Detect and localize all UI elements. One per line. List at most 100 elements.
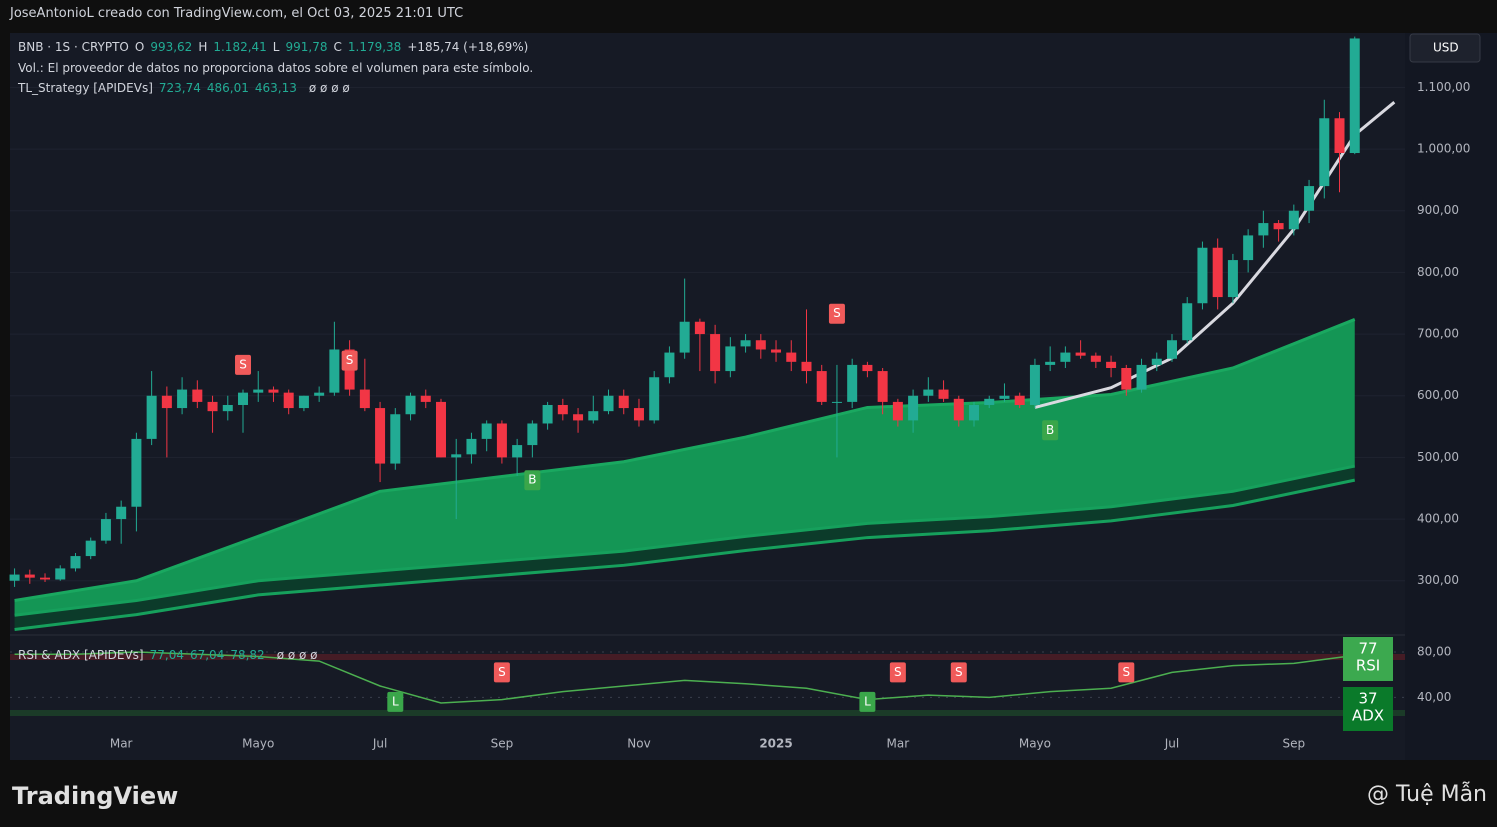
candle-body [1075, 352, 1086, 356]
candle-body [131, 438, 142, 507]
rsi-title: RSI & ADX [APIDEVs] [18, 648, 144, 662]
candle-body [1121, 367, 1132, 390]
candle-body [1212, 247, 1223, 298]
band [14, 466, 1355, 630]
x-tick-label: Jul [1164, 737, 1179, 751]
candle-body [222, 404, 233, 412]
signal [950, 662, 967, 683]
badge-label: ADX [1352, 707, 1384, 725]
indicator-legend: TL_Strategy [APIDEVs] 723,74 486,01 463,13 ø… [18, 81, 356, 95]
x-tick-label: Mar [110, 737, 133, 751]
candle-body [542, 404, 553, 424]
candle-body [1227, 260, 1238, 298]
signal [859, 691, 876, 712]
signal-label: B [1046, 423, 1054, 437]
candle-body [314, 392, 325, 396]
candle-body [847, 364, 858, 402]
candle-body [146, 395, 157, 439]
candle-body [207, 401, 218, 412]
legend-value: O [134, 40, 145, 54]
candle-body [1106, 361, 1117, 368]
candle-body [984, 398, 995, 405]
candle-body [892, 401, 903, 421]
legend-value: 78,82 [230, 648, 265, 662]
candle-body [9, 574, 20, 581]
candle-body [283, 392, 294, 409]
candle-body [908, 395, 919, 421]
candle-body [740, 340, 751, 347]
signal [889, 662, 906, 683]
credit: @ Tuệ Mẫn [1367, 782, 1487, 807]
candle-body [435, 401, 446, 458]
signal [235, 354, 252, 375]
candle-body [466, 438, 477, 455]
volume-note: Vol.: El proveedor de datos no proporcio… [18, 61, 534, 75]
signal [828, 303, 845, 324]
candle-body [1319, 118, 1330, 187]
currency: USD [1433, 41, 1459, 55]
candle-body [831, 401, 842, 403]
legend-value: 991,78 [285, 40, 328, 54]
signal [341, 350, 358, 371]
y-tick-label: 300,00 [1417, 573, 1459, 587]
axis-bg [1405, 33, 1497, 760]
candle-body [1151, 358, 1162, 365]
signal-label: B [528, 473, 536, 487]
band-line [14, 318, 1356, 602]
candle-body [1273, 223, 1284, 230]
ohlc-legend: BNB · 1S · CRYPTO O 993,62 H 1.182,41 L 991,78… [18, 40, 540, 54]
candle-body [679, 321, 690, 353]
candle-body [801, 361, 812, 372]
candle-body [877, 371, 888, 402]
candle-body [100, 519, 111, 541]
candle-body [755, 340, 766, 350]
legend-value: L [272, 40, 280, 54]
x-tick-label: Sep [1283, 737, 1306, 751]
signal-label: S [833, 306, 841, 320]
candle-body [161, 395, 172, 409]
legend-value: 1.179,38 [347, 40, 402, 54]
candle-body [1182, 303, 1193, 341]
badge [1343, 637, 1393, 681]
signal-label: L [864, 694, 871, 708]
candle-body [390, 414, 401, 464]
candle-body [786, 352, 797, 362]
candle-body [70, 556, 81, 569]
candle-body [481, 423, 492, 439]
candle-body [1288, 210, 1299, 230]
candle-body [1349, 38, 1360, 154]
candle-body [1304, 186, 1315, 211]
candle-body [862, 364, 873, 372]
candle-body [298, 395, 309, 409]
y-tick-label: 40,00 [1417, 690, 1451, 704]
legend-value: +185,74 (+18,69%) [407, 40, 529, 54]
x-tick-label: Mayo [1019, 737, 1051, 751]
candle-body [923, 389, 934, 396]
candle-body [999, 395, 1010, 399]
y-tick-label: 1.100,00 [1417, 80, 1470, 94]
candle-body [1014, 395, 1025, 405]
candle-body [664, 352, 675, 378]
indicator: TL_Strategy [APIDEVs] [18, 81, 153, 95]
candle-body [710, 334, 721, 372]
legend-value: 67,04 [189, 648, 225, 662]
ob-zone [10, 654, 1405, 660]
legend-value: H [198, 40, 208, 54]
x-tick-label: Nov [627, 737, 650, 751]
y-tick-label: 700,00 [1417, 327, 1459, 341]
candle-body [1166, 340, 1177, 359]
legend-value: 463,13 [254, 81, 297, 95]
y-tick-label: 80,00 [1417, 645, 1451, 659]
signal [1042, 420, 1059, 441]
symbol: BNB · 1S · CRYPTO [18, 40, 129, 54]
rsi-legend: RSI & ADX [APIDEVs] 77,04 67,04 78,82 ø ø ø … [18, 648, 324, 662]
signal-label: L [392, 694, 399, 708]
signal-label: S [346, 353, 354, 367]
y-tick-label: 400,00 [1417, 512, 1459, 526]
legend-value: 1.182,41 [213, 40, 267, 54]
brand: TradingView [12, 782, 179, 810]
candle-body [1136, 364, 1147, 390]
candle-body [527, 423, 538, 446]
attribution: JoseAntonioL creado con TradingView.com,… [10, 6, 464, 21]
